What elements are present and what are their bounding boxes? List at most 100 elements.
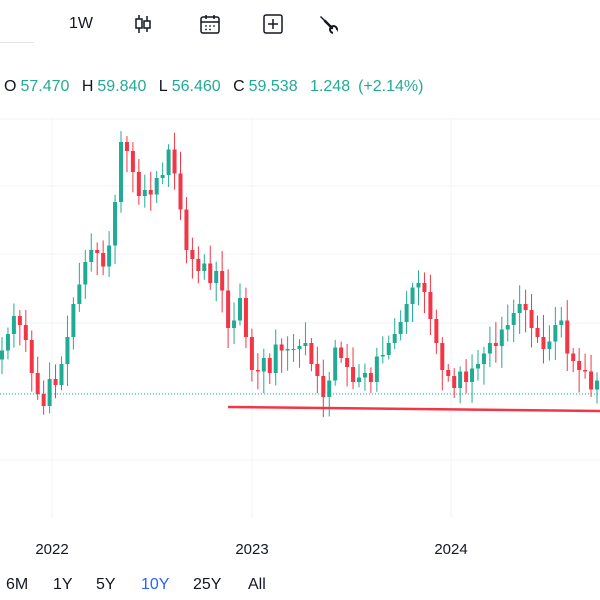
range-10y[interactable]: 10Y (141, 576, 170, 593)
candle-body (481, 353, 486, 364)
candle-body (178, 173, 183, 210)
calendar-icon[interactable] (195, 10, 225, 38)
candle-body (142, 190, 147, 196)
interval-button[interactable]: 1W (69, 15, 93, 32)
candle-body (583, 370, 588, 372)
candle-body (41, 394, 46, 406)
candle-body (83, 262, 88, 285)
ohlc-legend: O 57.470 H 59.840 L 56.460 C 59.538 1.248 (+2… (4, 78, 431, 96)
wrench-icon[interactable] (313, 10, 343, 38)
candle-body (327, 380, 332, 397)
chart-grid (0, 118, 600, 518)
candle-body (190, 250, 195, 259)
candle-body (345, 358, 350, 367)
candle-body (95, 250, 100, 253)
add-icon[interactable] (258, 10, 288, 38)
candle-body (130, 151, 135, 172)
candle-body (351, 367, 356, 382)
candle-body (148, 190, 153, 195)
support-trend-line (227, 405, 600, 413)
candle-body (238, 298, 242, 321)
open-value: 57.470 (20, 78, 70, 95)
candle-body (452, 376, 457, 388)
candle-body (505, 325, 510, 330)
low-key: L (158, 78, 168, 95)
candle-body (273, 344, 278, 373)
candle-body (595, 380, 599, 390)
candle-body (291, 349, 296, 350)
candle-body (166, 149, 171, 175)
candle-body (422, 283, 427, 292)
candle-body (589, 371, 594, 390)
x-tick-label: 2022 (35, 541, 68, 558)
candle-body (279, 344, 284, 351)
candle-body (368, 373, 373, 382)
candle-body (321, 376, 326, 397)
close-value: 59.538 (248, 78, 298, 95)
candle-body (172, 149, 177, 174)
candle-body (77, 284, 82, 304)
high-key: H (81, 78, 94, 95)
candle-body (511, 313, 516, 325)
candle-body (547, 341, 552, 349)
range-6m[interactable]: 6M (6, 576, 29, 593)
candle-body (571, 353, 576, 361)
candle-body (71, 304, 76, 337)
candle-body (523, 304, 528, 310)
candle-body (386, 343, 391, 355)
candle-body (464, 371, 469, 382)
close-key: C (233, 78, 245, 95)
candle-body (249, 337, 254, 370)
candle-body (136, 172, 141, 196)
candle-body (29, 340, 34, 373)
candle-body (362, 373, 367, 378)
candle-body (559, 320, 564, 325)
x-tick-label: 2023 (235, 541, 268, 558)
candle-body (499, 329, 504, 346)
toolbar-divider (0, 42, 34, 43)
drawings (0, 393, 600, 413)
candle-body (529, 310, 534, 328)
x-tick-label: 2024 (434, 541, 467, 558)
candle-body (446, 370, 451, 376)
candle-body (392, 334, 397, 343)
candle-body (243, 298, 248, 337)
candle-body (11, 316, 16, 334)
candle-body (410, 287, 415, 304)
range-5y[interactable]: 5Y (96, 576, 116, 593)
candle-body (440, 343, 445, 370)
range-1y[interactable]: 1Y (53, 576, 73, 593)
candle-body (309, 343, 314, 364)
candle-body (357, 377, 361, 382)
candle-body (261, 358, 266, 372)
candle-body (565, 320, 570, 354)
range-25y[interactable]: 25Y (193, 576, 222, 593)
candle-body (535, 328, 540, 337)
candle-body (208, 263, 213, 283)
candles-icon[interactable] (128, 10, 158, 38)
high-value: 59.840 (97, 78, 147, 95)
price-chart[interactable]: 2022 2023 2024 (0, 118, 600, 568)
candle-body (267, 358, 272, 373)
candle-body (65, 337, 70, 364)
candle-body (47, 379, 52, 406)
range-all[interactable]: All (248, 576, 266, 593)
top-toolbar: 1W (0, 0, 600, 48)
candle-body (226, 290, 231, 328)
open-key: O (4, 78, 17, 95)
candle-body (196, 259, 201, 271)
candle-body (101, 253, 106, 267)
candle-body (380, 355, 385, 357)
candle-body (398, 322, 403, 334)
candle-body (232, 320, 237, 328)
candle-body (119, 142, 123, 202)
candle-body (35, 373, 40, 394)
candle-body (53, 379, 58, 385)
candle-body (333, 347, 338, 381)
candle-body (487, 343, 492, 354)
candle-body (493, 343, 498, 346)
candles (0, 131, 599, 418)
candle-body (107, 245, 112, 267)
candle-body (59, 364, 64, 385)
candle-body (0, 350, 4, 360)
